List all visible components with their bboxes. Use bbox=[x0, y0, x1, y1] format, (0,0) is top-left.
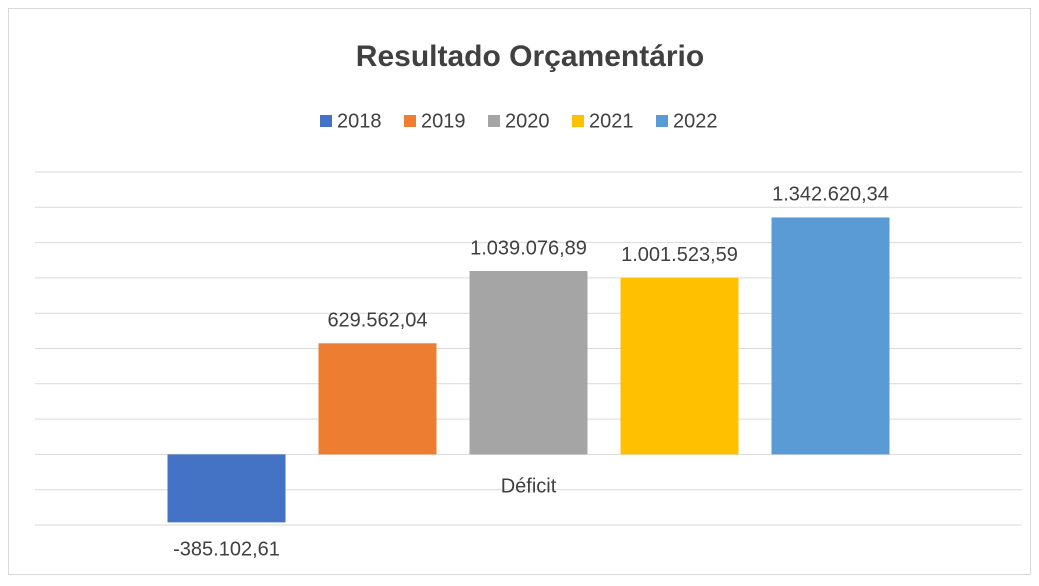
legend-label: 2021 bbox=[589, 110, 634, 132]
bar bbox=[167, 454, 286, 523]
bar bbox=[771, 217, 890, 455]
legend-label: 2019 bbox=[421, 110, 466, 132]
legend-swatch bbox=[404, 115, 416, 127]
legend-swatch bbox=[656, 115, 668, 127]
legend-swatch bbox=[572, 115, 584, 127]
data-label: 629.562,04 bbox=[327, 310, 427, 332]
x-tick-label: Déficit bbox=[501, 476, 557, 498]
legend-swatch bbox=[488, 115, 500, 127]
data-label: -385.102,61 bbox=[173, 539, 280, 561]
bar bbox=[620, 277, 739, 455]
legend-label: 2018 bbox=[337, 110, 382, 132]
data-label: 1.039.076,89 bbox=[470, 237, 587, 259]
legend-label: 2022 bbox=[673, 110, 718, 132]
bar bbox=[318, 343, 437, 455]
data-label: 1.342.620,34 bbox=[772, 184, 889, 206]
legend-swatch bbox=[320, 115, 332, 127]
chart-title: Resultado Orçamentário bbox=[356, 40, 704, 73]
data-label: 1.001.523,59 bbox=[621, 244, 738, 266]
legend-label: 2020 bbox=[505, 110, 550, 132]
bar bbox=[469, 271, 588, 455]
